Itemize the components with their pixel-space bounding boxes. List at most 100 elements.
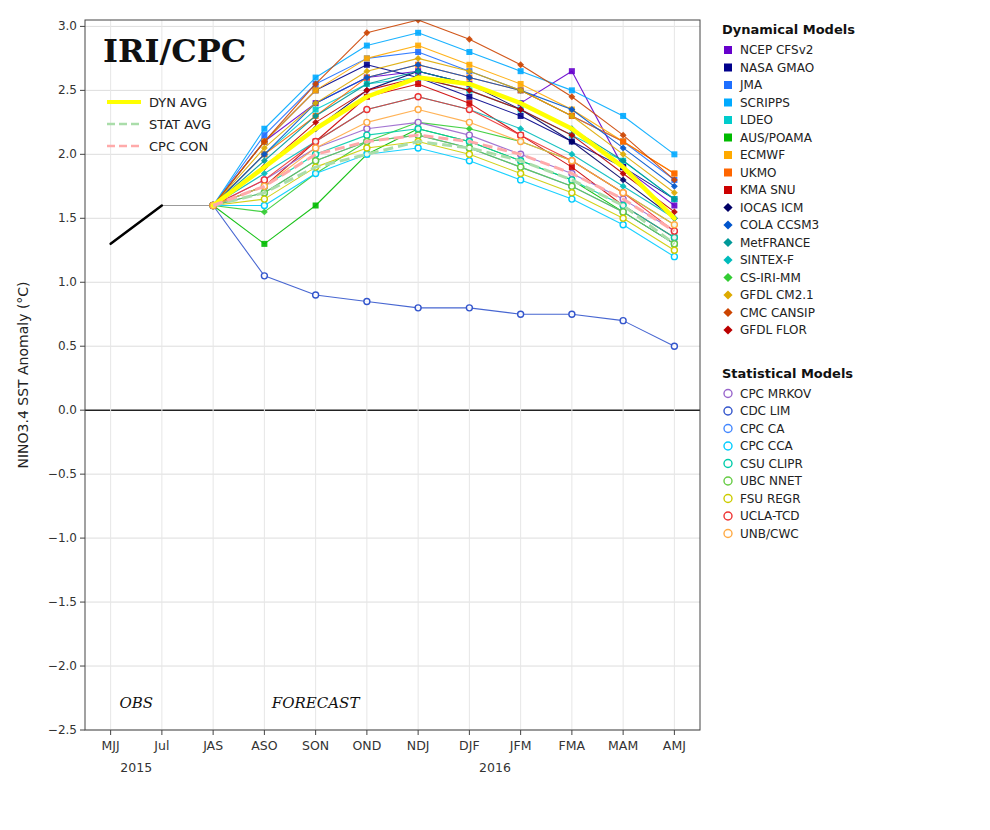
annotation: OBS: [119, 694, 153, 712]
legend-swatch: [107, 100, 141, 104]
legend-marker: [724, 530, 732, 538]
series-marker: [312, 100, 319, 107]
series-marker: [364, 75, 370, 81]
y-tick: [80, 154, 85, 155]
legend-marker: [723, 325, 732, 334]
series-marker: [569, 183, 575, 189]
legend-label: SCRIPPS: [740, 96, 790, 110]
series-marker: [518, 164, 524, 170]
series-marker: [466, 87, 472, 93]
legend-label: UCLA-TCD: [740, 509, 800, 523]
legend-label: NASA GMAO: [740, 61, 814, 75]
series-marker: [518, 87, 524, 93]
series-line: [213, 205, 674, 346]
series-marker: [364, 119, 370, 125]
series-marker: [415, 55, 422, 62]
series-marker: [415, 43, 421, 49]
series-marker: [620, 139, 626, 145]
series-marker: [415, 126, 421, 132]
series-marker: [261, 126, 267, 132]
series-line: [213, 142, 674, 244]
fan-line: [162, 205, 213, 206]
series-marker: [364, 81, 370, 87]
legend-label: CMC CANSIP: [740, 306, 815, 320]
legend-label: MetFRANCE: [740, 236, 810, 250]
x-tick-label: OND: [352, 738, 381, 753]
y-tick: [80, 346, 85, 347]
series-marker: [518, 177, 524, 183]
series-marker: [518, 164, 524, 170]
grid-line: [85, 538, 700, 539]
legend-label: CPC MRKOV: [740, 387, 812, 401]
x-tick: [418, 730, 419, 735]
series-marker: [518, 132, 524, 138]
series-marker: [364, 43, 370, 49]
series-marker: [313, 107, 319, 113]
legend-label: FSU REGR: [740, 492, 800, 506]
legend-marker: [724, 46, 732, 54]
series-marker: [671, 247, 677, 253]
fan-line: [162, 205, 213, 206]
y-tick: [80, 730, 85, 731]
series-marker: [466, 36, 473, 43]
series-marker: [568, 112, 575, 119]
model-series: [210, 30, 677, 209]
series-marker: [364, 107, 370, 113]
fan-line: [162, 205, 213, 206]
x-tick: [469, 730, 470, 735]
series-marker: [568, 157, 575, 164]
y-tick: [80, 218, 85, 219]
fan-line: [162, 205, 213, 206]
legend-marker: [723, 220, 732, 229]
series-marker: [313, 139, 319, 145]
grid-line: [623, 20, 624, 730]
y-tick: [80, 602, 85, 603]
series-marker: [363, 68, 370, 75]
series-marker: [466, 100, 472, 106]
fan-line: [162, 205, 213, 206]
series-marker: [364, 75, 370, 81]
x-tick-label: ASO: [251, 738, 277, 753]
series-marker: [517, 106, 524, 113]
legend-label: NCEP CFSv2: [740, 43, 813, 57]
legend-marker: [723, 238, 732, 247]
series-marker: [363, 81, 370, 88]
fan-line: [162, 205, 213, 206]
series-line: [111, 205, 162, 243]
fan-line: [162, 205, 213, 206]
series-line: [213, 97, 674, 219]
series-marker: [261, 202, 267, 208]
legend-label: LDEO: [740, 113, 773, 127]
y-tick: [80, 666, 85, 667]
series-marker: [518, 132, 524, 138]
annotation: FORECAST: [271, 694, 361, 712]
legend-label: UNB/CWC: [740, 527, 799, 541]
legend-marker: [724, 116, 732, 124]
x-tick-label: DJF: [459, 738, 480, 753]
x-tick-label: AMJ: [663, 738, 686, 753]
fan-line: [162, 205, 213, 206]
legend-marker: [723, 290, 732, 299]
legend-marker: [724, 495, 732, 503]
y-tick: [80, 26, 85, 27]
series-marker: [517, 106, 524, 113]
series-marker: [671, 196, 678, 203]
y-tick-label: 2.0: [58, 147, 77, 161]
series-marker: [569, 68, 575, 74]
model-series: [210, 145, 677, 260]
series-marker: [364, 132, 370, 138]
series-marker: [466, 145, 472, 151]
series-marker: [261, 241, 267, 247]
series-marker: [569, 87, 575, 93]
y-tick: [80, 90, 85, 91]
legend-label: ECMWF: [740, 148, 785, 162]
series-marker: [569, 158, 575, 164]
y-tick-label: 1.5: [58, 211, 77, 225]
model-series: [210, 202, 677, 349]
series-marker: [415, 94, 421, 100]
series-marker: [620, 189, 627, 196]
series-marker: [261, 177, 267, 183]
grid-line: [85, 666, 700, 667]
series-marker: [569, 164, 575, 170]
series-marker: [518, 171, 524, 177]
